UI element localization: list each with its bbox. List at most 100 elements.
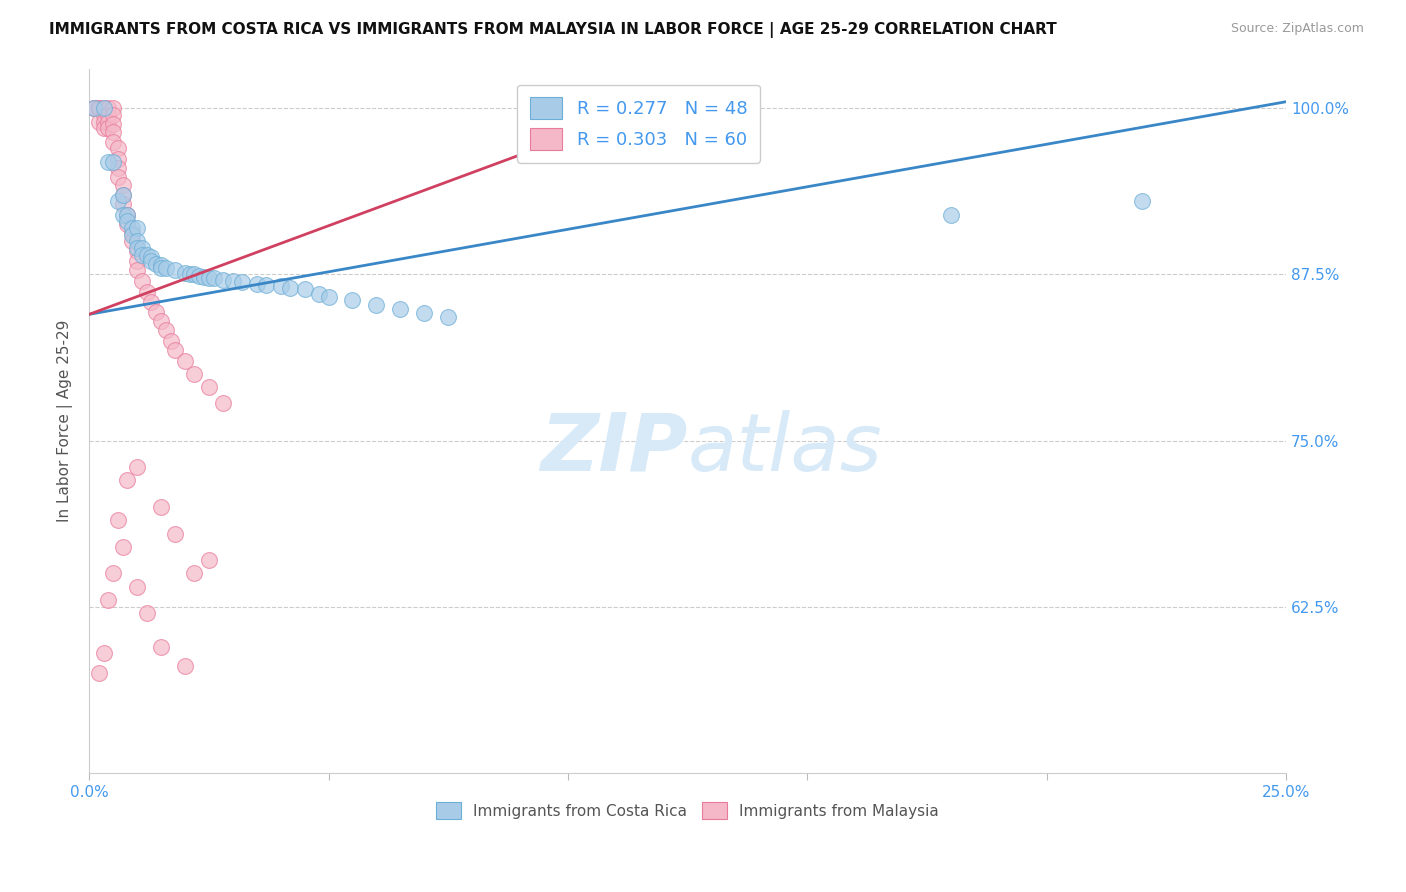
Point — [174, 266, 197, 280]
Point — [97, 154, 120, 169]
Point — [125, 263, 148, 277]
Point — [149, 500, 172, 514]
Point — [107, 161, 129, 176]
Point — [141, 295, 163, 310]
Point — [111, 178, 134, 193]
Point — [117, 208, 139, 222]
Point — [87, 666, 110, 681]
Point — [135, 285, 157, 299]
Point — [87, 102, 110, 116]
Point — [125, 580, 148, 594]
Point — [101, 135, 124, 149]
Point — [83, 102, 105, 116]
Point — [222, 274, 245, 288]
Point — [125, 221, 148, 235]
Point — [254, 278, 277, 293]
Point — [93, 114, 115, 128]
Point — [97, 121, 120, 136]
Point — [101, 566, 124, 581]
Point — [97, 102, 120, 116]
Point — [93, 108, 115, 122]
Point — [111, 187, 134, 202]
Point — [101, 117, 124, 131]
Point — [278, 281, 301, 295]
Point — [125, 241, 148, 255]
Point — [294, 282, 316, 296]
Point — [193, 270, 215, 285]
Point — [308, 287, 330, 301]
Point — [111, 197, 134, 211]
Point — [135, 247, 157, 261]
Point — [83, 102, 105, 116]
Point — [366, 298, 388, 312]
Point — [117, 208, 139, 222]
Point — [125, 460, 148, 475]
Point — [149, 258, 172, 272]
Point — [174, 354, 197, 368]
Point — [125, 254, 148, 268]
Point — [131, 241, 153, 255]
Point — [342, 293, 364, 307]
Point — [413, 306, 436, 320]
Point — [155, 260, 177, 275]
Point — [198, 553, 221, 567]
Legend: Immigrants from Costa Rica, Immigrants from Malaysia: Immigrants from Costa Rica, Immigrants f… — [430, 796, 945, 825]
Point — [437, 310, 460, 324]
Point — [111, 540, 134, 554]
Point — [165, 263, 187, 277]
Point — [121, 227, 143, 241]
Point — [107, 513, 129, 527]
Point — [318, 290, 340, 304]
Text: ZIP: ZIP — [540, 409, 688, 488]
Text: Source: ZipAtlas.com: Source: ZipAtlas.com — [1230, 22, 1364, 36]
Point — [107, 152, 129, 166]
Point — [101, 154, 124, 169]
Point — [198, 271, 221, 285]
Point — [141, 254, 163, 268]
Point — [121, 234, 143, 248]
Point — [183, 268, 205, 282]
Text: IMMIGRANTS FROM COSTA RICA VS IMMIGRANTS FROM MALAYSIA IN LABOR FORCE | AGE 25-2: IMMIGRANTS FROM COSTA RICA VS IMMIGRANTS… — [49, 22, 1057, 38]
Point — [246, 277, 269, 291]
Point — [125, 244, 148, 258]
Point — [117, 217, 139, 231]
Point — [107, 170, 129, 185]
Point — [939, 208, 962, 222]
Point — [93, 646, 115, 660]
Point — [117, 474, 139, 488]
Text: atlas: atlas — [688, 409, 883, 488]
Point — [93, 102, 115, 116]
Point — [202, 271, 225, 285]
Point — [212, 273, 235, 287]
Point — [165, 343, 187, 358]
Point — [97, 593, 120, 607]
Point — [270, 279, 292, 293]
Point — [149, 260, 172, 275]
Point — [111, 187, 134, 202]
Point — [107, 141, 129, 155]
Point — [212, 396, 235, 410]
Point — [183, 566, 205, 581]
Point — [165, 526, 187, 541]
Point — [149, 314, 172, 328]
Point — [141, 250, 163, 264]
Point — [101, 102, 124, 116]
Point — [87, 102, 110, 116]
Point — [159, 334, 181, 348]
Point — [183, 367, 205, 381]
Point — [107, 194, 129, 209]
Point — [149, 640, 172, 654]
Point — [188, 268, 211, 283]
Point — [145, 304, 167, 318]
Point — [101, 125, 124, 139]
Point — [231, 276, 253, 290]
Point — [125, 234, 148, 248]
Point — [155, 323, 177, 337]
Point — [111, 208, 134, 222]
Point — [135, 607, 157, 621]
Point — [97, 108, 120, 122]
Point — [93, 121, 115, 136]
Point — [131, 247, 153, 261]
Point — [83, 102, 105, 116]
Y-axis label: In Labor Force | Age 25-29: In Labor Force | Age 25-29 — [58, 319, 73, 522]
